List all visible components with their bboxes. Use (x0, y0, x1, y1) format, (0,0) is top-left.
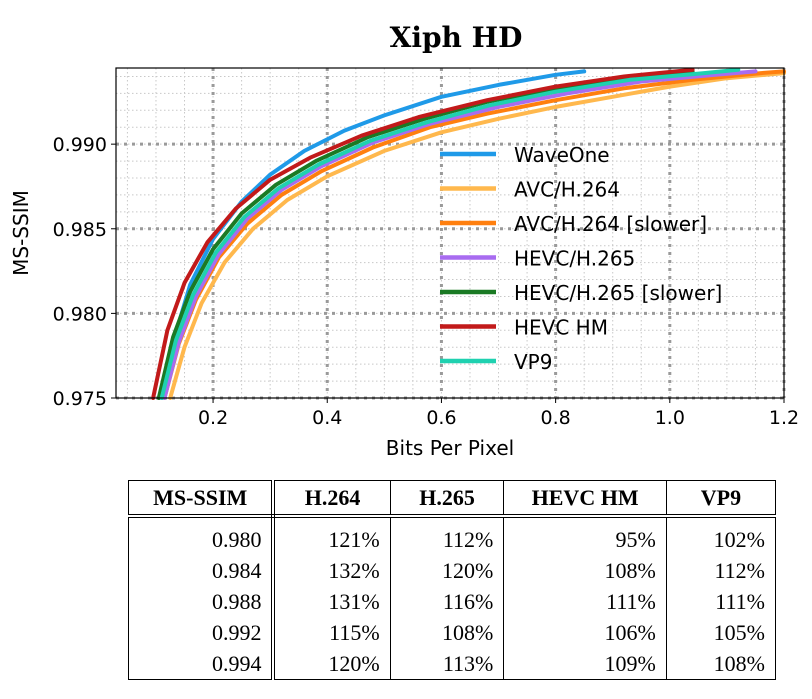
legend-label: HEVC HM (514, 316, 608, 340)
cell-h265: 108% (390, 617, 505, 648)
table-row: 0.994 120% 113% 109% 108% (128, 648, 776, 680)
cell-h264: 132% (273, 555, 391, 586)
cell-ms-ssim: 0.984 (128, 555, 276, 586)
table-row: 0.980 121% 112% 95% 102% (128, 516, 776, 555)
cell-ms-ssim: 0.988 (128, 586, 276, 617)
cell-ms-ssim: 0.980 (128, 516, 276, 555)
cell-hevc-hm: 109% (503, 648, 667, 680)
series-line-hevc-hm (151, 67, 695, 400)
x-tick-label: 0.6 (426, 407, 456, 429)
cell-vp9: 111% (715, 588, 765, 614)
y-axis-label: MS-SSIM (9, 190, 33, 276)
series-lines (151, 67, 786, 400)
header-h264: H.264 (273, 480, 391, 518)
cell-h264: 121% (273, 516, 391, 555)
header-vp9: VP9 (666, 480, 776, 518)
legend-label: HEVC/H.265 (514, 247, 635, 271)
chart-title: Xiph HD (390, 21, 523, 54)
plot-frame (115, 67, 785, 399)
legend-label: HEVC/H.265 [slower] (514, 281, 722, 305)
legend-label: VP9 (514, 350, 552, 374)
y-tick-label: 0.990 (53, 134, 107, 156)
header-h265: H.265 (390, 480, 505, 518)
cell-h265: 113% (390, 648, 505, 680)
cell-vp9: 102% (713, 526, 765, 552)
series-line-waveone (159, 69, 587, 400)
table-row: 0.988 131% 116% 111% 111% (128, 586, 776, 617)
y-tick-label: 0.980 (53, 303, 107, 325)
y-tick-label: 0.975 (53, 388, 107, 410)
series-line-vp9 (159, 67, 741, 400)
x-axis-label: Bits Per Pixel (386, 436, 514, 460)
cell-hevc-hm: 95% (503, 516, 667, 555)
results-table-container: MS-SSIM H.264 H.265 HEVC HM VP9 0.980 12… (128, 480, 776, 682)
cell-h265: 120% (390, 555, 505, 586)
table-header-row: MS-SSIM H.264 H.265 HEVC HM VP9 (128, 480, 776, 518)
cell-vp9: 108% (713, 650, 765, 676)
x-tick-label: 1.2 (769, 407, 799, 429)
legend: WaveOne AVC/H.264 AVC/H.264 [slower] HEVC/H… (440, 143, 722, 374)
cell-h264: 115% (273, 617, 391, 648)
table-row: 0.984 132% 120% 108% 112% (128, 555, 776, 586)
legend-label: AVC/H.264 [slower] (514, 212, 707, 236)
x-tick-label: 1.0 (655, 407, 685, 429)
table-row: 0.992 115% 108% 106% 105% (128, 617, 776, 648)
cell-hevc-hm: 111% (503, 586, 667, 617)
x-tick-label: 0.4 (312, 407, 342, 429)
cell-ms-ssim: 0.994 (128, 648, 276, 680)
legend-label: WaveOne (514, 143, 610, 167)
cell-hevc-hm: 108% (503, 555, 667, 586)
x-tick-label: 0.8 (541, 407, 571, 429)
cell-h264: 120% (273, 648, 391, 680)
cell-h265: 116% (390, 586, 505, 617)
y-tick-label: 0.985 (53, 219, 107, 241)
results-table: MS-SSIM H.264 H.265 HEVC HM VP9 0.980 12… (128, 480, 776, 680)
ticks: 0.2 0.4 0.6 0.8 1.0 1.2 0.975 0.980 0.985 0.990 (53, 134, 800, 429)
series-line-hevc-h-265 (162, 69, 758, 400)
header-ms-ssim: MS-SSIM (128, 480, 276, 518)
legend-label: AVC/H.264 (514, 178, 620, 202)
chart: Xiph HD 0.2 0.4 0.6 0.8 1.0 1.2 0.975 0.980 0.98… (9, 21, 800, 460)
cell-h265: 112% (390, 516, 505, 555)
cell-ms-ssim: 0.992 (128, 617, 276, 648)
cell-h264: 131% (273, 586, 391, 617)
cell-vp9: 112% (714, 557, 765, 583)
cell-hevc-hm: 106% (503, 617, 667, 648)
x-tick-label: 0.2 (198, 407, 228, 429)
series-line-avc-h-264 (168, 71, 786, 400)
header-hevc-hm: HEVC HM (503, 480, 667, 518)
cell-vp9: 105% (713, 619, 765, 645)
